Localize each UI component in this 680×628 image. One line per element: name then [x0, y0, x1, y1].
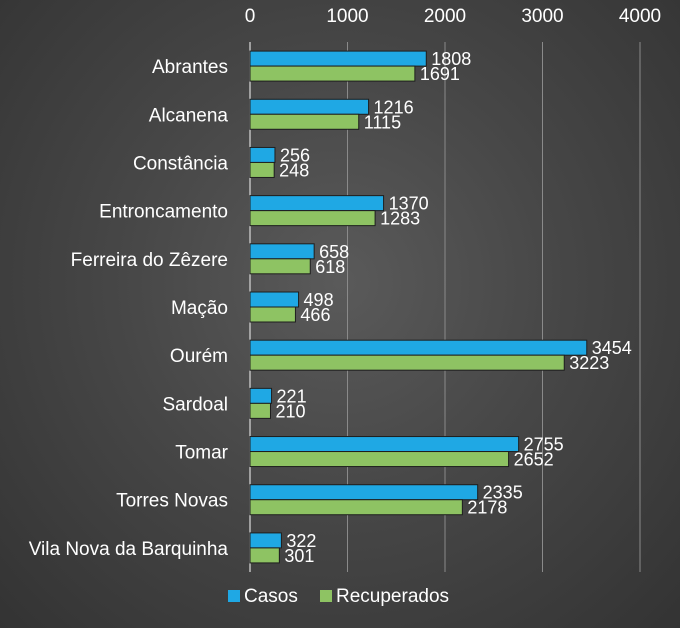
x-tick-label: 3000 [521, 6, 563, 27]
category-label: Ourém [170, 346, 228, 367]
data-label-casos: 322 [286, 531, 316, 551]
category-label: Torres Novas [116, 491, 228, 512]
bar-casos [249, 532, 282, 549]
data-label-casos: 256 [280, 145, 310, 165]
data-label-casos: 1216 [374, 97, 414, 117]
data-label-casos: 2755 [524, 435, 564, 455]
bar-recuperados [249, 210, 376, 227]
bar-recuperados [249, 65, 416, 82]
bar-recuperados [249, 354, 565, 371]
category-label: Mação [171, 298, 228, 319]
data-label-casos: 1808 [431, 49, 471, 69]
bar-casos [249, 195, 385, 212]
bar-casos [249, 146, 276, 163]
data-label-recuperados: 3223 [569, 353, 609, 373]
bar-recuperados [249, 451, 510, 468]
data-label-recuperados: 1691 [420, 64, 460, 84]
bar-casos [249, 98, 370, 115]
data-label-recuperados: 618 [315, 257, 345, 277]
data-label-recuperados: 2652 [514, 450, 554, 470]
category-label: Sardoal [163, 394, 229, 415]
x-tick-label: 0 [245, 6, 256, 27]
category-axis: Abrantes Alcanena Constância Entroncamento F… [29, 57, 229, 560]
category-label: Entroncamento [99, 202, 228, 223]
legend-label-casos: Casos [244, 586, 298, 607]
bar-casos [249, 436, 520, 453]
legend-swatch-recuperados [320, 590, 332, 602]
category-label: Constância [133, 153, 228, 174]
x-axis-ticks: 0 1000 2000 3000 4000 [245, 6, 661, 27]
x-tick-label: 2000 [424, 6, 466, 27]
bar-casos [249, 243, 315, 260]
data-label-recuperados: 1115 [364, 112, 401, 132]
bar-recuperados [249, 499, 463, 516]
category-label: Vila Nova da Barquinha [29, 539, 229, 560]
data-label-recuperados: 301 [284, 546, 314, 566]
bar-casos [249, 50, 427, 67]
data-label-recuperados: 210 [275, 401, 305, 421]
legend: Casos Recuperados [228, 586, 449, 607]
legend-swatch-casos [228, 590, 240, 602]
bar-recuperados [249, 258, 311, 275]
bar-recuperados [249, 113, 360, 130]
data-label-casos: 658 [319, 242, 349, 262]
data-label-casos: 498 [304, 290, 334, 310]
bar-recuperados [249, 547, 280, 564]
bar-casos [249, 339, 588, 356]
data-label-recuperados: 2178 [467, 498, 507, 518]
data-label-recuperados: 466 [300, 305, 330, 325]
data-label-casos: 1370 [389, 194, 429, 214]
category-label: Ferreira do Zêzere [71, 250, 228, 271]
category-label: Abrantes [152, 57, 228, 78]
bar-casos [249, 387, 273, 404]
bar-casos [249, 484, 479, 501]
data-label-recuperados: 1283 [380, 209, 420, 229]
category-label: Alcanena [149, 105, 229, 126]
data-label-casos: 221 [277, 386, 307, 406]
data-label-casos: 2335 [483, 483, 523, 503]
bar-recuperados [249, 161, 275, 178]
x-tick-label: 4000 [619, 6, 661, 27]
data-label-casos: 3454 [592, 338, 632, 358]
legend-label-recuperados: Recuperados [336, 586, 449, 607]
data-label-recuperados: 248 [279, 160, 309, 180]
bar-recuperados [249, 306, 296, 323]
bars [249, 50, 588, 564]
bar-casos [249, 291, 300, 308]
bar-recuperados [249, 402, 271, 419]
category-label: Tomar [175, 443, 228, 464]
x-tick-label: 1000 [326, 6, 368, 27]
